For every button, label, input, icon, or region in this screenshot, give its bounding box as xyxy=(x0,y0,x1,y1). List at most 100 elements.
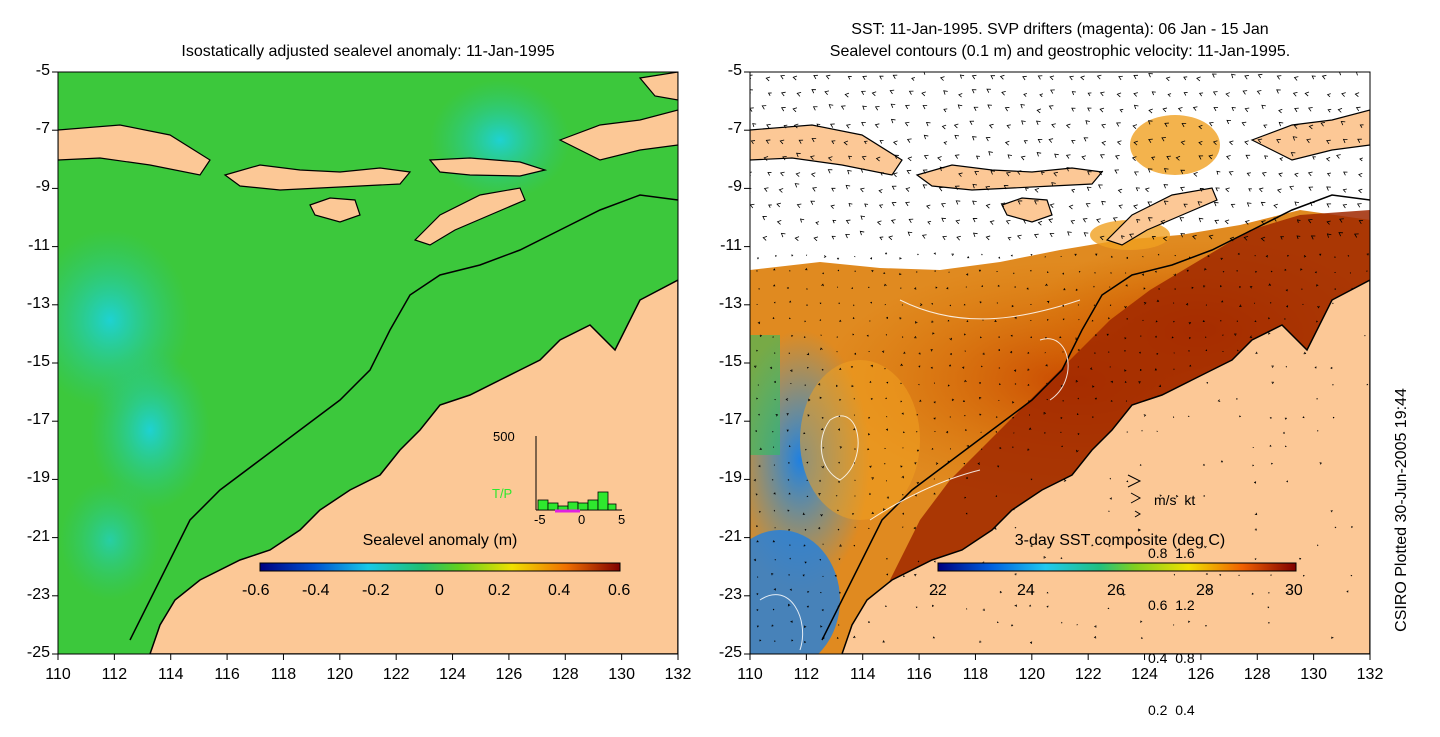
velocity-arrow xyxy=(917,272,918,273)
sst-colorbar xyxy=(938,563,1296,571)
lon-tick-label: 130 xyxy=(1298,666,1330,684)
velocity-legend-row: 0.8 1.6 xyxy=(1148,545,1195,563)
lon-tick-label: 128 xyxy=(549,666,581,684)
velocity-legend-header: m/s kt xyxy=(1148,492,1195,510)
velocity-arrow xyxy=(775,559,776,560)
velocity-arrow xyxy=(1015,527,1016,528)
velocity-arrow xyxy=(823,544,824,545)
sla-tick: -0.6 xyxy=(242,582,270,600)
lat-tick-label: -19 xyxy=(20,469,50,487)
histogram-xtick: 0 xyxy=(578,512,585,527)
velocity-arrow xyxy=(1142,431,1143,432)
velocity-arrow xyxy=(1174,369,1175,370)
lat-tick-label: -25 xyxy=(20,644,50,662)
velocity-arrow xyxy=(1141,336,1142,337)
lon-tick-label: 120 xyxy=(324,666,356,684)
lat-tick-label: -5 xyxy=(20,62,50,80)
lon-tick-label: 132 xyxy=(1354,666,1386,684)
velocity-arrow xyxy=(773,431,774,432)
velocity-arrow xyxy=(981,366,982,367)
lon-tick-label: 114 xyxy=(155,666,187,684)
velocity-arrow xyxy=(1302,289,1303,290)
velocity-legend-row: 0.6 1.2 xyxy=(1148,597,1195,615)
velocity-arrow xyxy=(1094,286,1095,287)
velocity-arrow xyxy=(1045,337,1046,338)
lat-tick-label: -13 xyxy=(20,295,50,313)
lat-tick-label: -21 xyxy=(20,528,50,546)
velocity-arrow xyxy=(790,545,791,546)
histogram-xticks: -5 0 5 xyxy=(530,512,630,528)
velocity-arrow xyxy=(1285,446,1286,447)
credit-area: CSIRO Plotted 30-Jun-2005 19:44 xyxy=(1392,360,1412,660)
lat-tick-label: -11 xyxy=(20,237,50,255)
lat-tick-label: -11 xyxy=(712,237,742,255)
velocity-arrow xyxy=(950,417,951,418)
velocity-arrow xyxy=(1205,337,1206,338)
velocity-arrow xyxy=(1047,319,1048,320)
velocity-arrow xyxy=(853,305,854,306)
velocity-arrow xyxy=(1223,271,1224,272)
sst-tick: 24 xyxy=(1017,582,1035,600)
velocity-arrow xyxy=(885,606,886,607)
velocity-arrow xyxy=(950,305,951,306)
velocity-arrow xyxy=(836,495,837,496)
lon-tick-label: 116 xyxy=(903,666,935,684)
lat-tick-label: -9 xyxy=(20,178,50,196)
sla-tick: 0.6 xyxy=(608,582,630,600)
velocity-arrow xyxy=(775,528,776,529)
lat-tick-label: -17 xyxy=(20,411,50,429)
velocity-arrow xyxy=(854,545,855,546)
velocity-arrow xyxy=(839,416,840,417)
velocity-arrow xyxy=(854,399,855,400)
velocity-arrow xyxy=(1189,257,1190,258)
lon-tick-label: 118 xyxy=(959,666,991,684)
velocity-arrow xyxy=(1078,398,1079,399)
lat-tick-label: -19 xyxy=(712,469,742,487)
lon-tick-label: 114 xyxy=(847,666,879,684)
sst-tick: 22 xyxy=(929,582,947,600)
velocity-arrow xyxy=(1078,367,1079,368)
lon-tick-label: 122 xyxy=(380,666,412,684)
velocity-arrow xyxy=(1237,350,1238,351)
velocity-arrow xyxy=(1205,625,1206,626)
histogram-ymax-label: 500 xyxy=(493,429,515,444)
velocity-arrow xyxy=(1318,431,1319,432)
sst-tick: 30 xyxy=(1285,582,1303,600)
velocity-arrow xyxy=(772,480,773,481)
velocity-arrow xyxy=(1365,335,1366,336)
lat-tick-label: -17 xyxy=(712,411,742,429)
lat-tick-label: -21 xyxy=(712,528,742,546)
sst-tick: 26 xyxy=(1107,582,1125,600)
sst-tick: 28 xyxy=(1196,582,1214,600)
velocity-arrow xyxy=(807,496,808,497)
velocity-arrow xyxy=(996,431,997,432)
sst-colorbar-ticks: 22 24 26 28 30 xyxy=(920,582,1320,602)
lon-tick-label: 132 xyxy=(662,666,694,684)
sst-colorbar-label: 3-day SST composite (deg C) xyxy=(990,532,1250,550)
velocity-arrow xyxy=(805,449,806,450)
velocity-legend: m/s kt 0.8 1.6 0.6 1.2 0.4 0.8 0.2 0.4 xyxy=(1148,457,1195,737)
velocity-arrow xyxy=(1189,416,1190,417)
lon-tick-label: 128 xyxy=(1241,666,1273,684)
lat-tick-label: -13 xyxy=(712,295,742,313)
velocity-arrow xyxy=(996,496,997,497)
velocity-arrow xyxy=(1077,624,1078,625)
velocity-arrow xyxy=(837,352,838,353)
lat-tick-label: -23 xyxy=(20,586,50,604)
sla-colorbar-label: Sealevel anomaly (m) xyxy=(320,532,560,550)
lat-tick-label: -23 xyxy=(712,586,742,604)
histogram-xtick: -5 xyxy=(534,512,546,527)
velocity-arrow xyxy=(917,431,918,432)
sla-colorbar-ticks: -0.6 -0.4 -0.2 0 0.2 0.4 0.6 xyxy=(230,582,650,602)
velocity-arrow xyxy=(1173,321,1174,322)
sla-tick: -0.2 xyxy=(362,582,390,600)
lat-tick-label: -5 xyxy=(712,62,742,80)
velocity-arrow xyxy=(1348,255,1349,256)
velocity-arrow xyxy=(855,480,856,481)
sst-map xyxy=(720,72,1380,670)
velocity-arrow xyxy=(1079,271,1080,272)
lat-tick-label: -9 xyxy=(712,178,742,196)
velocity-legend-row: 0.2 0.4 xyxy=(1148,702,1195,720)
velocity-arrow xyxy=(807,480,808,481)
lon-tick-label: 112 xyxy=(98,666,130,684)
